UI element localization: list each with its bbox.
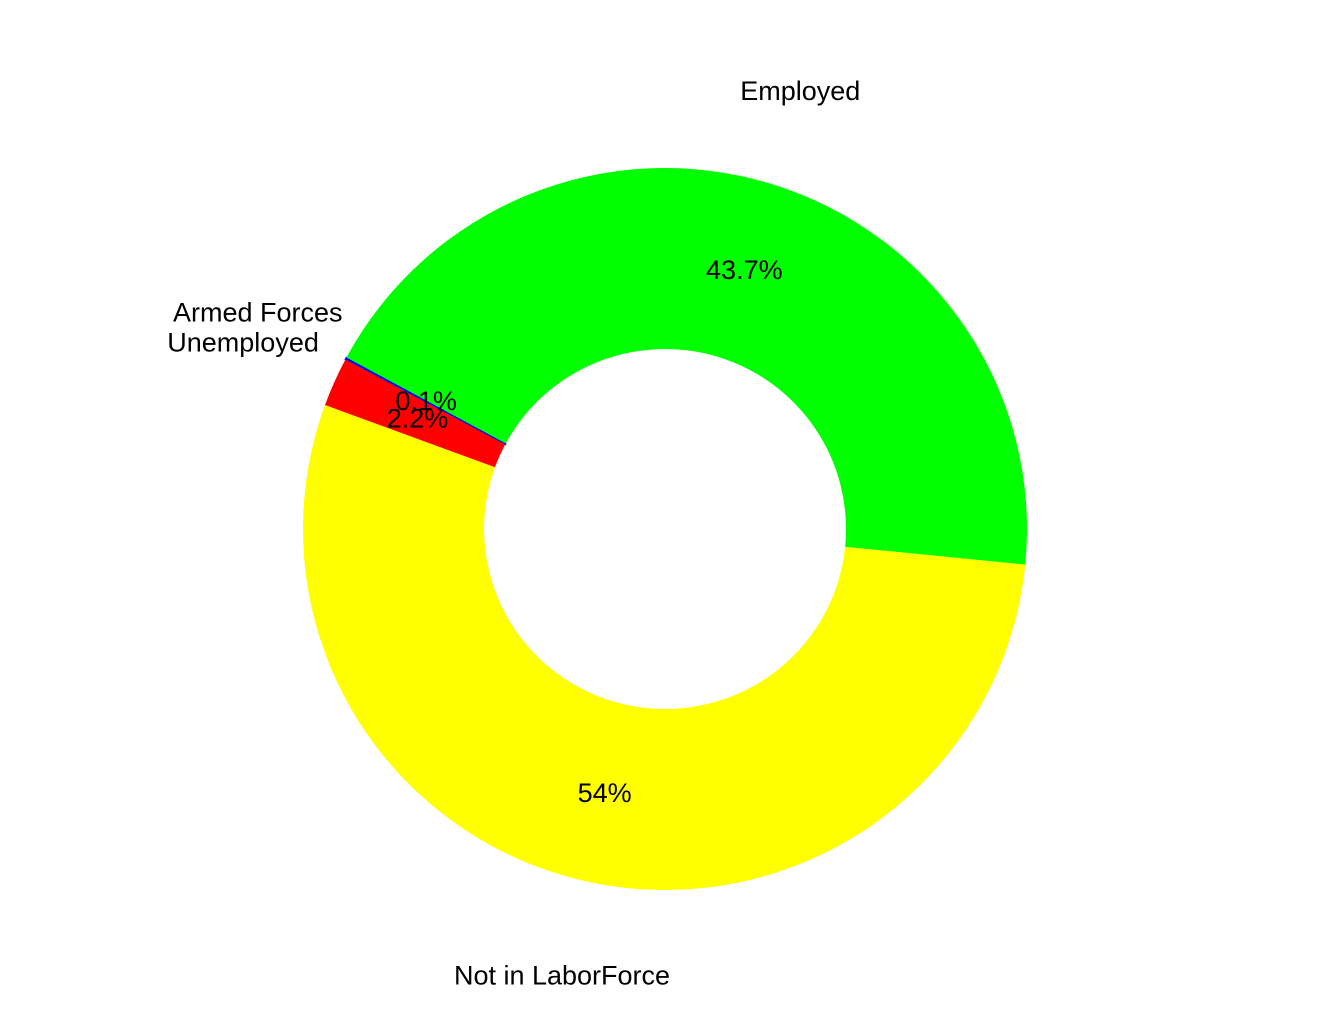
slice-unemployed xyxy=(325,359,506,468)
percent-label-group: 0.1% 43.7% 54% 2.2% xyxy=(387,255,783,808)
category-label-unemployed: Unemployed xyxy=(167,327,319,357)
percent-label-not-in-laborforce: 54% xyxy=(578,778,632,808)
slice-employed xyxy=(346,167,1027,565)
category-label-armed-forces: Armed Forces xyxy=(173,298,343,328)
category-label-employed: Employed xyxy=(740,76,860,106)
category-label-group: Armed Forces Employed Not in LaborForce Une… xyxy=(167,76,860,990)
category-label-not-in-laborforce: Not in LaborForce xyxy=(454,960,670,990)
percent-label-employed: 43.7% xyxy=(706,255,783,285)
percent-label-armed-forces: 0.1% xyxy=(395,386,457,416)
slice-group xyxy=(303,167,1027,890)
percent-label-unemployed: 2.2% xyxy=(387,404,449,434)
slice-armed-forces xyxy=(344,356,507,446)
slice-not-in-laborforce xyxy=(303,405,1026,890)
